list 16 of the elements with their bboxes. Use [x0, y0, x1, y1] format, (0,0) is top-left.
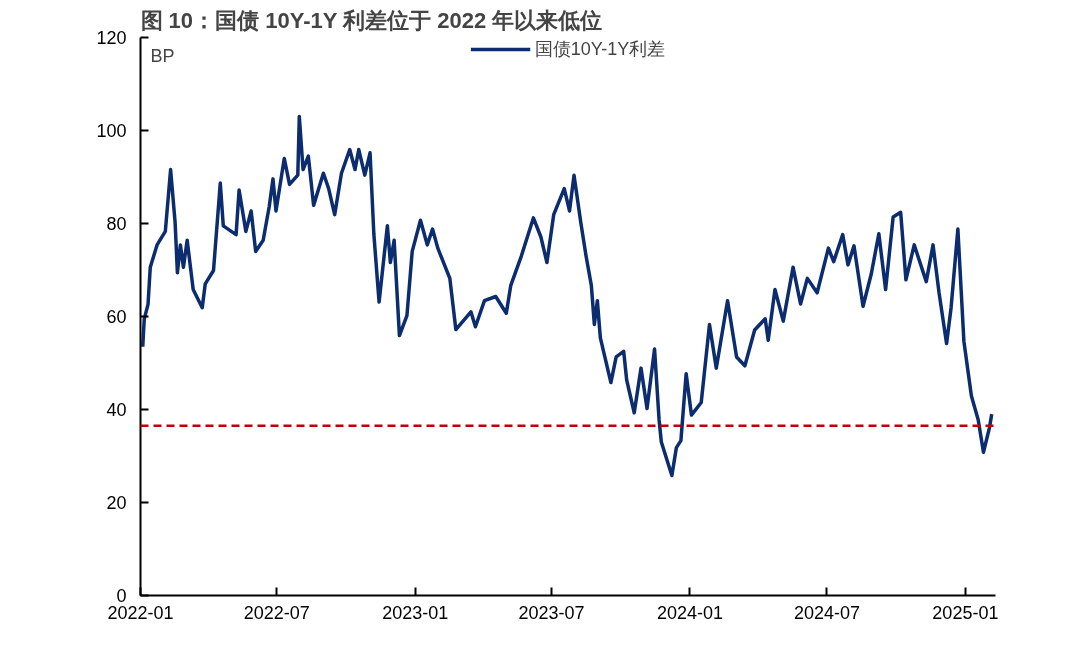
y-axis-title: BP	[150, 45, 175, 66]
y-tick-label: 60	[106, 307, 127, 327]
chart-title: 图 10：国债 10Y-1Y 利差位于 2022 年以来低位	[140, 7, 603, 33]
y-tick-label: 80	[106, 214, 127, 234]
y-tick-label: 20	[106, 493, 127, 513]
x-tick-label: 2025-01	[932, 602, 999, 623]
x-tick-label: 2022-07	[243, 602, 310, 623]
line-series	[141, 114, 994, 478]
x-tick-label: 2024-07	[793, 602, 860, 623]
y-tick-label: 40	[106, 400, 127, 420]
x-tick-label: 2023-07	[518, 602, 585, 623]
x-tick-label: 2024-01	[656, 602, 723, 623]
legend-label: 国债10Y-1Y利差	[534, 38, 666, 61]
y-tick-label: 100	[96, 121, 127, 141]
x-tick-label: 2023-01	[382, 602, 449, 623]
y-tick-label: 120	[96, 28, 127, 48]
